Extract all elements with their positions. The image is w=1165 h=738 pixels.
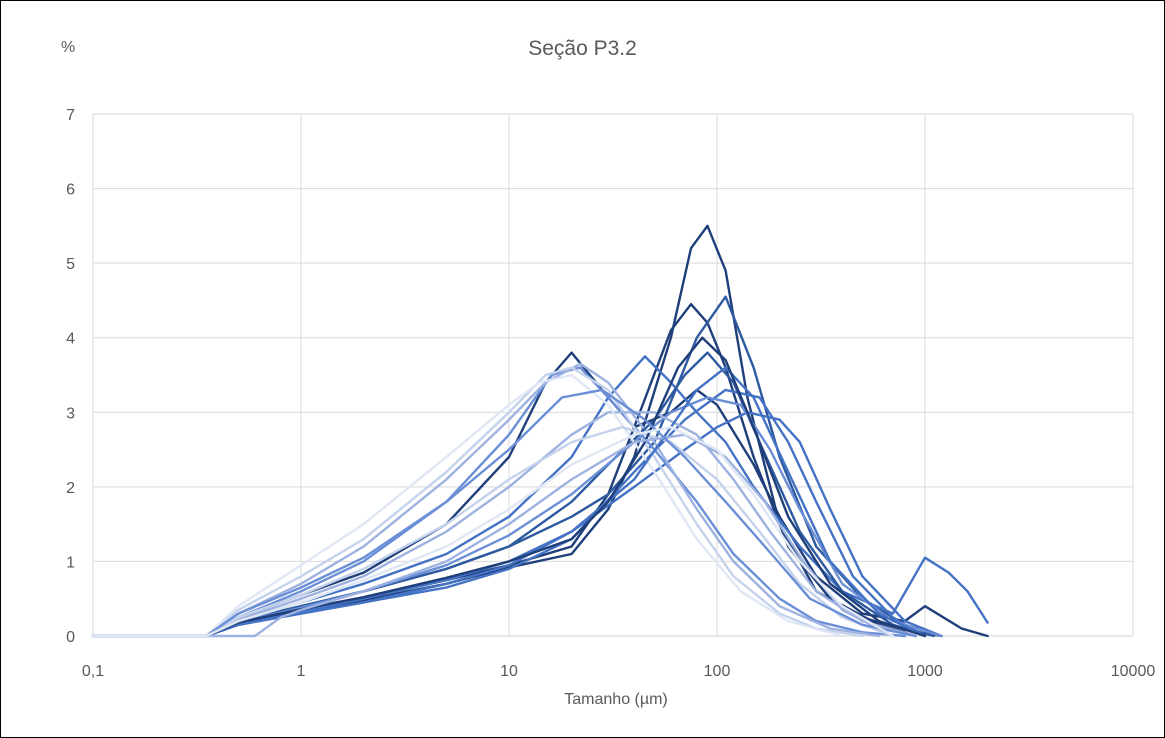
series-line: [91, 355, 989, 638]
x-tick-label: 10: [500, 663, 518, 680]
series-line: [91, 373, 844, 638]
series-line: [91, 433, 894, 638]
y-tick-label: 4: [66, 331, 75, 348]
series-line: [91, 362, 881, 638]
y-axis-unit-label: %: [61, 39, 76, 56]
series-line: [91, 411, 943, 638]
y-tick-label: 6: [66, 182, 75, 199]
series-line: [91, 303, 917, 638]
chart-title: Seção P3.2: [528, 37, 637, 60]
y-tick-label: 1: [66, 554, 75, 571]
x-tick-label: 0,1: [82, 663, 104, 680]
y-tick-label: 5: [66, 256, 75, 273]
y-tick-label: 0: [66, 629, 75, 646]
series-line: [91, 351, 935, 638]
x-tick-label: 100: [704, 663, 731, 680]
series-line: [91, 426, 894, 638]
y-tick-label: 7: [66, 107, 75, 124]
x-tick-label: 1: [297, 663, 306, 680]
series-line: [91, 336, 927, 638]
series-line: [91, 426, 894, 638]
series-line: [91, 295, 943, 638]
x-axis-title: Tamanho (µm): [564, 691, 668, 708]
series-line: [91, 411, 917, 638]
x-tick-label: 1000: [907, 663, 943, 680]
y-tick-label: 2: [66, 480, 75, 497]
x-tick-label: 10000: [1111, 663, 1156, 680]
series-line: [91, 366, 906, 638]
y-tick-label: 3: [66, 405, 75, 422]
series-line: [91, 366, 864, 638]
series-line: [91, 388, 917, 638]
